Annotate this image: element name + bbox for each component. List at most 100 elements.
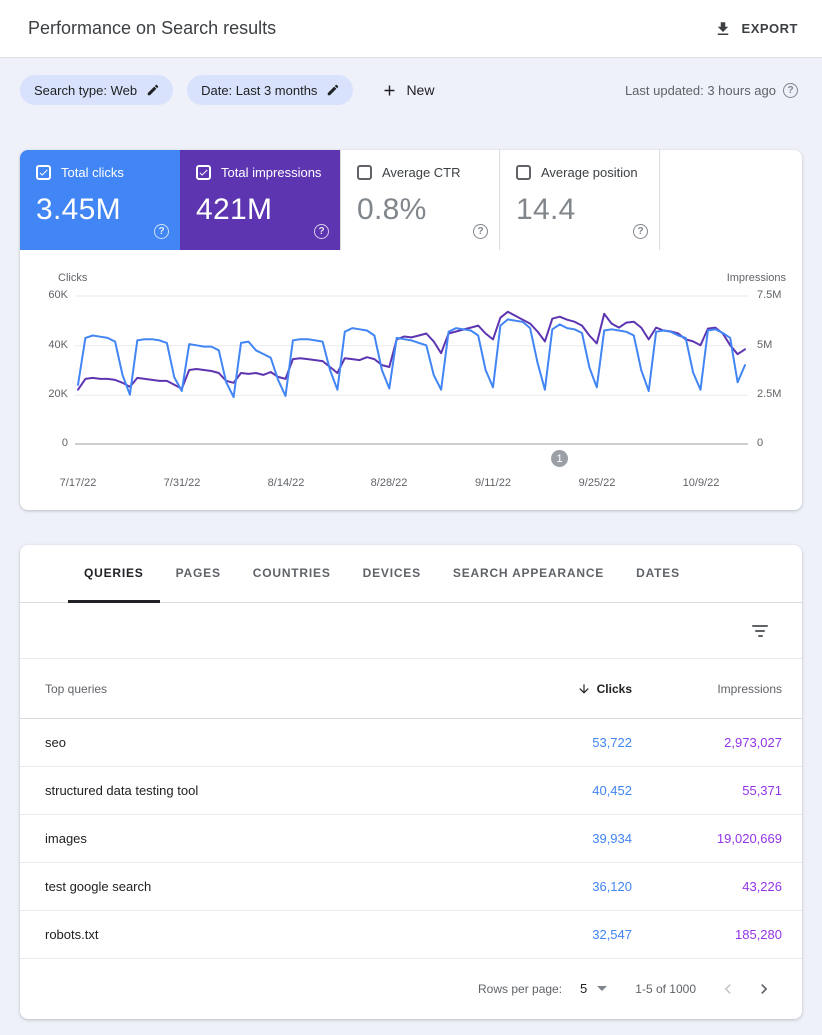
- help-icon[interactable]: ?: [473, 224, 488, 239]
- right-axis-tick: 2.5M: [757, 388, 782, 400]
- pagination-range: 1-5 of 1000: [635, 981, 696, 996]
- metric-value: 14.4: [516, 193, 576, 226]
- table-row[interactable]: test google search 36,120 43,226: [20, 863, 802, 911]
- date-range-chip[interactable]: Date: Last 3 months: [187, 75, 354, 105]
- tab-search-appearance[interactable]: SEARCH APPEARANCE: [452, 565, 605, 580]
- query-cell[interactable]: seo: [45, 735, 66, 750]
- metric-value: 0.8%: [357, 193, 427, 226]
- left-axis-title: Clicks: [58, 272, 88, 284]
- search-type-chip[interactable]: Search type: Web: [20, 75, 174, 105]
- left-axis-tick: 20K: [48, 388, 68, 400]
- next-page-button[interactable]: [752, 977, 776, 1001]
- x-axis-tick: 9/25/22: [578, 477, 616, 489]
- help-icon[interactable]: ?: [633, 224, 648, 239]
- tab-pages[interactable]: PAGES: [175, 565, 221, 580]
- x-axis-tick: 8/28/22: [370, 477, 408, 489]
- column-header-clicks-label: Clicks: [596, 681, 632, 696]
- new-filter-button[interactable]: New: [381, 82, 434, 99]
- table-toolbar: [20, 603, 802, 659]
- metric-label: Average position: [541, 165, 638, 180]
- help-icon[interactable]: ?: [154, 224, 169, 239]
- metric-tile-total-clicks[interactable]: Total clicks 3.45M ?: [20, 150, 180, 250]
- left-axis-tick: 0: [61, 437, 68, 449]
- download-icon: [714, 20, 732, 38]
- table-row[interactable]: robots.txt 32,547 185,280: [20, 911, 802, 959]
- metric-label: Total impressions: [221, 165, 322, 180]
- app-header: Performance on Search results EXPORT: [0, 0, 822, 58]
- metric-label: Average CTR: [382, 165, 461, 180]
- checkbox-checked-icon[interactable]: [36, 165, 51, 180]
- x-axis-tick: 8/14/22: [267, 477, 305, 489]
- help-icon[interactable]: ?: [314, 224, 329, 239]
- previous-page-button[interactable]: [716, 977, 740, 1001]
- dimensions-card: QUERIES PAGES COUNTRIES DEVICES SEARCH A…: [20, 545, 802, 1019]
- clicks-cell: 40,452: [592, 783, 632, 798]
- edit-pencil-icon: [326, 83, 340, 97]
- plus-icon: [381, 82, 398, 99]
- table-row[interactable]: structured data testing tool 40,452 55,3…: [20, 767, 802, 815]
- column-header-clicks[interactable]: Clicks: [577, 682, 632, 696]
- page-title: Performance on Search results: [28, 18, 277, 38]
- chart-canvas[interactable]: [20, 250, 802, 510]
- metric-tiles: Total clicks 3.45M ? Total impressions 4…: [20, 150, 802, 250]
- column-header-top-queries[interactable]: Top queries: [45, 681, 108, 696]
- tab-countries[interactable]: COUNTRIES: [252, 565, 331, 580]
- export-button[interactable]: EXPORT: [714, 20, 798, 38]
- last-updated-status: Last updated: 3 hours ago ?: [624, 82, 798, 98]
- right-axis-tick: 0: [757, 437, 764, 449]
- filter-bar: Search type: Web Date: Last 3 months New…: [0, 58, 822, 122]
- dimension-tabs: QUERIES PAGES COUNTRIES DEVICES SEARCH A…: [20, 545, 802, 603]
- right-axis-tick: 7.5M: [757, 289, 782, 301]
- new-filter-label: New: [406, 82, 435, 98]
- export-label: EXPORT: [741, 21, 798, 36]
- timeseries-chart[interactable]: Clicks Impressions 60K 40K 20K 0 7.5M 5M…: [20, 250, 802, 510]
- x-axis-tick: 10/9/22: [682, 477, 720, 489]
- table-row[interactable]: images 39,934 19,020,669: [20, 815, 802, 863]
- rows-per-page-value[interactable]: 5: [580, 981, 588, 996]
- sort-descending-icon: [577, 682, 591, 696]
- help-icon[interactable]: ?: [783, 82, 798, 98]
- clicks-cell: 36,120: [592, 879, 632, 894]
- annotation-badge[interactable]: 1: [551, 450, 568, 467]
- right-axis-title: Impressions: [726, 272, 786, 284]
- filter-list-icon[interactable]: [746, 619, 774, 643]
- impressions-cell: 43,226: [742, 879, 782, 894]
- impressions-cell: 2,973,027: [724, 735, 782, 750]
- table-header-row: Top queries Clicks Impressions: [20, 659, 802, 719]
- query-cell[interactable]: structured data testing tool: [45, 783, 199, 798]
- last-updated-text: Last updated: 3 hours ago: [624, 82, 776, 98]
- performance-card: Total clicks 3.45M ? Total impressions 4…: [20, 150, 802, 510]
- impressions-cell: 55,371: [742, 783, 782, 798]
- metric-label: Total clicks: [61, 165, 124, 180]
- query-cell[interactable]: test google search: [45, 879, 152, 894]
- x-axis-tick: 7/17/22: [59, 477, 97, 489]
- impressions-cell: 19,020,669: [716, 831, 782, 846]
- date-range-chip-label: Date: Last 3 months: [201, 82, 318, 98]
- table-row[interactable]: seo 53,722 2,973,027: [20, 719, 802, 767]
- checkbox-unchecked-icon[interactable]: [357, 165, 372, 180]
- checkbox-checked-icon[interactable]: [196, 165, 211, 180]
- rows-per-page-label: Rows per page:: [478, 981, 563, 996]
- query-cell[interactable]: images: [45, 831, 87, 846]
- edit-pencil-icon: [146, 83, 160, 97]
- left-axis-tick: 60K: [48, 289, 68, 301]
- search-type-chip-label: Search type: Web: [34, 82, 138, 98]
- clicks-cell: 53,722: [592, 735, 632, 750]
- metric-tile-average-ctr[interactable]: Average CTR 0.8% ?: [340, 150, 500, 250]
- column-header-impressions[interactable]: Impressions: [717, 681, 782, 696]
- tab-devices[interactable]: DEVICES: [362, 565, 421, 580]
- x-axis-tick: 7/31/22: [163, 477, 201, 489]
- tab-queries[interactable]: QUERIES: [68, 545, 160, 603]
- checkbox-unchecked-icon[interactable]: [516, 165, 531, 180]
- metric-tile-average-position[interactable]: Average position 14.4 ?: [500, 150, 660, 250]
- left-axis-tick: 40K: [48, 339, 68, 351]
- series-line-clicks: [77, 318, 746, 399]
- clicks-cell: 39,934: [592, 831, 632, 846]
- impressions-cell: 185,280: [735, 927, 782, 942]
- tab-dates[interactable]: DATES: [636, 565, 680, 580]
- metric-value: 421M: [196, 193, 273, 226]
- dropdown-caret-icon[interactable]: [597, 986, 608, 991]
- query-cell[interactable]: robots.txt: [45, 927, 99, 942]
- metric-tile-total-impressions[interactable]: Total impressions 421M ?: [180, 150, 340, 250]
- clicks-cell: 32,547: [592, 927, 632, 942]
